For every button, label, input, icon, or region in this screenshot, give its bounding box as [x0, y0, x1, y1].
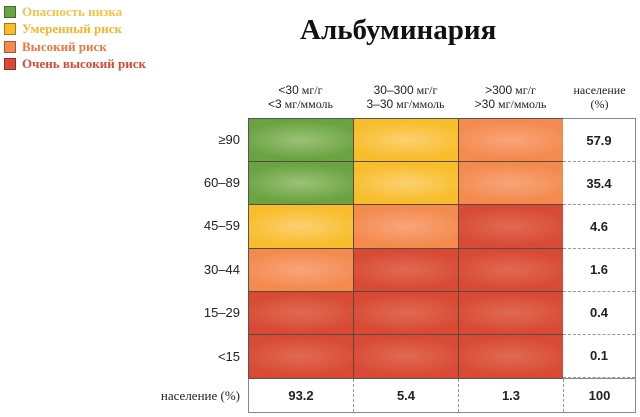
row-population-column: 57.9 35.4 4.6 1.6 0.4 0.1: [563, 118, 636, 379]
row-label: 45–59: [203, 218, 240, 233]
row-population-value: 0.4: [563, 292, 635, 335]
row-population-value: 0.1: [563, 335, 635, 378]
legend-label: Опасность низка: [22, 3, 123, 19]
row-population-value: 4.6: [563, 205, 635, 249]
legend-item-very-high: Очень высокий риск: [4, 56, 146, 74]
risk-cell-moderate: [354, 119, 459, 163]
risk-cell-very-high: [459, 248, 563, 292]
column-header-num: >30: [474, 97, 495, 111]
risk-cell-very-high: [459, 291, 563, 335]
column-header-unit: мг/ммоль: [495, 97, 547, 111]
risk-cell-very-high: [354, 248, 459, 292]
column-header-unit: мг/ммоль: [393, 97, 445, 111]
legend-label: Очень высокий риск: [22, 56, 146, 72]
risk-cell-moderate: [249, 205, 354, 249]
row-label: 30–44: [203, 262, 240, 277]
column-header-a1: <30 мг/г <3 мг/ммоль: [248, 83, 353, 111]
risk-cell-high: [354, 205, 459, 249]
legend-swatch-low: [4, 5, 16, 18]
column-header-a3: >300 мг/г >30 мг/ммоль: [458, 83, 563, 111]
row-label: <15: [217, 349, 240, 364]
column-header-a2: 30–300 мг/г 3–30 мг/ммоль: [353, 83, 458, 111]
legend-swatch-moderate: [4, 23, 16, 36]
legend-swatch-high: [4, 40, 16, 53]
column-header-unit: население: [573, 83, 626, 97]
risk-grid: [248, 118, 564, 379]
row-label: 15–29: [203, 305, 240, 320]
column-header-num: 30–300: [373, 83, 414, 97]
column-population-row: 93.2 5.4 1.3 100: [248, 379, 636, 413]
risk-cell-very-high: [249, 291, 354, 335]
row-population-value: 1.6: [563, 249, 635, 292]
column-header-num: <30: [278, 83, 299, 97]
risk-cell-very-high: [354, 334, 459, 378]
legend-item-moderate: Умеренный риск: [4, 21, 146, 39]
column-header-unit: мг/г: [512, 83, 536, 97]
column-header-unit: мг/г: [298, 83, 323, 97]
risk-cell-very-high: [354, 291, 459, 335]
risk-cell-very-high: [249, 334, 354, 378]
column-header-num: >300: [485, 83, 513, 97]
risk-cell-moderate: [354, 162, 459, 206]
risk-cell-high: [249, 248, 354, 292]
risk-cell-high: [459, 119, 563, 163]
risk-cell-low: [249, 119, 354, 163]
column-header-population: население (%): [563, 83, 636, 111]
legend-item-low: Опасность низка: [4, 3, 146, 21]
risk-cell-high: [459, 162, 563, 206]
row-population-value: 57.9: [563, 119, 635, 163]
column-population-value: 5.4: [354, 379, 459, 412]
column-population-value: 93.2: [249, 379, 354, 412]
column-header-num: 3–30: [366, 97, 394, 111]
legend-swatch-very-high: [4, 58, 16, 71]
column-header-num: <3: [267, 97, 282, 111]
column-header-unit: (%): [590, 97, 609, 111]
legend-item-high: Высокий риск: [4, 38, 146, 56]
chart-title: Альбуминария: [300, 14, 497, 46]
risk-cell-low: [249, 162, 354, 206]
row-label: 60–89: [203, 175, 240, 190]
population-row-label: население (%): [160, 388, 240, 403]
row-population-value: 35.4: [563, 162, 635, 206]
column-header-unit: мг/ммоль: [281, 97, 334, 111]
risk-cell-very-high: [459, 205, 563, 249]
risk-legend: Опасность низка Умеренный риск Высокий р…: [4, 3, 146, 73]
total-population-value: 100: [588, 388, 611, 403]
legend-label: Умеренный риск: [22, 21, 122, 37]
risk-cell-very-high: [459, 334, 563, 378]
column-header-unit: мг/г: [413, 83, 438, 97]
row-label: ≥90: [218, 132, 240, 147]
column-population-value: 1.3: [459, 379, 564, 412]
legend-label: Высокий риск: [22, 38, 107, 54]
